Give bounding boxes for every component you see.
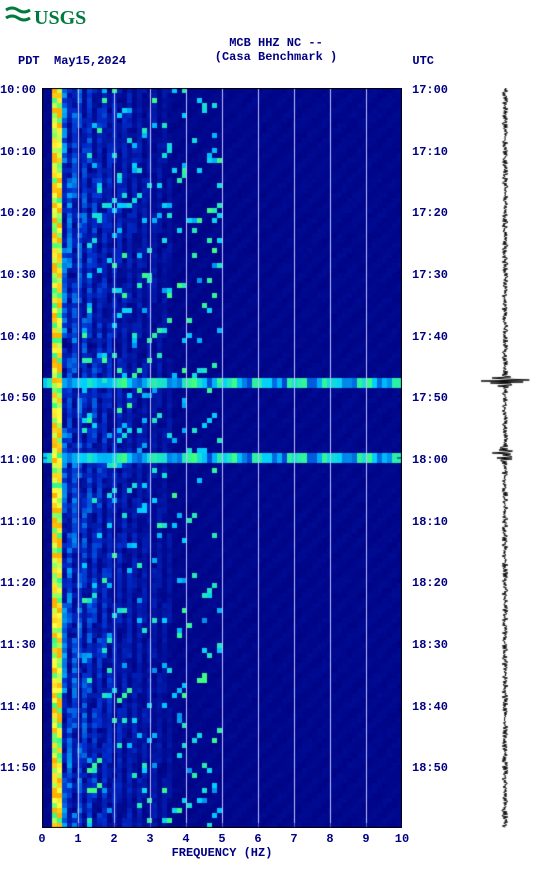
left-tick: 11:20 bbox=[0, 576, 36, 590]
right-tick: 18:10 bbox=[412, 515, 448, 529]
right-tick: 17:10 bbox=[412, 145, 448, 159]
svg-text:USGS: USGS bbox=[34, 7, 86, 29]
left-tick: 10:10 bbox=[0, 145, 36, 159]
station-id: MCB HHZ NC -- bbox=[0, 36, 552, 50]
right-tick: 18:30 bbox=[412, 638, 448, 652]
x-tick: 10 bbox=[395, 832, 409, 846]
right-tick: 18:00 bbox=[412, 453, 448, 467]
left-tick: 11:30 bbox=[0, 638, 36, 652]
spectrogram-plot bbox=[42, 88, 402, 828]
right-tick: 18:40 bbox=[412, 700, 448, 714]
right-tick: 17:00 bbox=[412, 83, 448, 97]
left-tick: 10:40 bbox=[0, 330, 36, 344]
left-tick: 11:50 bbox=[0, 761, 36, 775]
utc-label: UTC bbox=[412, 54, 434, 68]
x-tick: 7 bbox=[290, 832, 297, 846]
x-tick: 1 bbox=[74, 832, 81, 846]
seismogram-trace bbox=[470, 88, 540, 828]
right-tick: 18:20 bbox=[412, 576, 448, 590]
x-tick: 6 bbox=[254, 832, 261, 846]
x-tick: 3 bbox=[146, 832, 153, 846]
left-tick: 10:30 bbox=[0, 268, 36, 282]
x-tick: 8 bbox=[326, 832, 333, 846]
x-tick: 4 bbox=[182, 832, 189, 846]
left-tick: 11:10 bbox=[0, 515, 36, 529]
x-tick: 9 bbox=[362, 832, 369, 846]
x-axis-label: FREQUENCY (HZ) bbox=[42, 846, 402, 860]
right-tick: 17:20 bbox=[412, 206, 448, 220]
right-tick: 17:30 bbox=[412, 268, 448, 282]
x-tick: 0 bbox=[38, 832, 45, 846]
left-time-axis: 10:0010:1010:2010:3010:4010:5011:0011:10… bbox=[0, 88, 40, 828]
left-tick: 11:00 bbox=[0, 453, 36, 467]
right-tick: 17:50 bbox=[412, 391, 448, 405]
usgs-logo: USGS bbox=[4, 4, 104, 30]
left-tick: 10:00 bbox=[0, 83, 36, 97]
date-label: PDT May15,2024 bbox=[18, 54, 126, 68]
frequency-axis: 012345678910 FREQUENCY (HZ) bbox=[42, 828, 402, 868]
right-time-axis: 17:0017:1017:2017:3017:4017:5018:0018:10… bbox=[404, 88, 452, 828]
right-tick: 18:50 bbox=[412, 761, 448, 775]
x-tick: 2 bbox=[110, 832, 117, 846]
left-tick: 11:40 bbox=[0, 700, 36, 714]
x-tick: 5 bbox=[218, 832, 225, 846]
left-tick: 10:20 bbox=[0, 206, 36, 220]
left-tick: 10:50 bbox=[0, 391, 36, 405]
right-tick: 17:40 bbox=[412, 330, 448, 344]
